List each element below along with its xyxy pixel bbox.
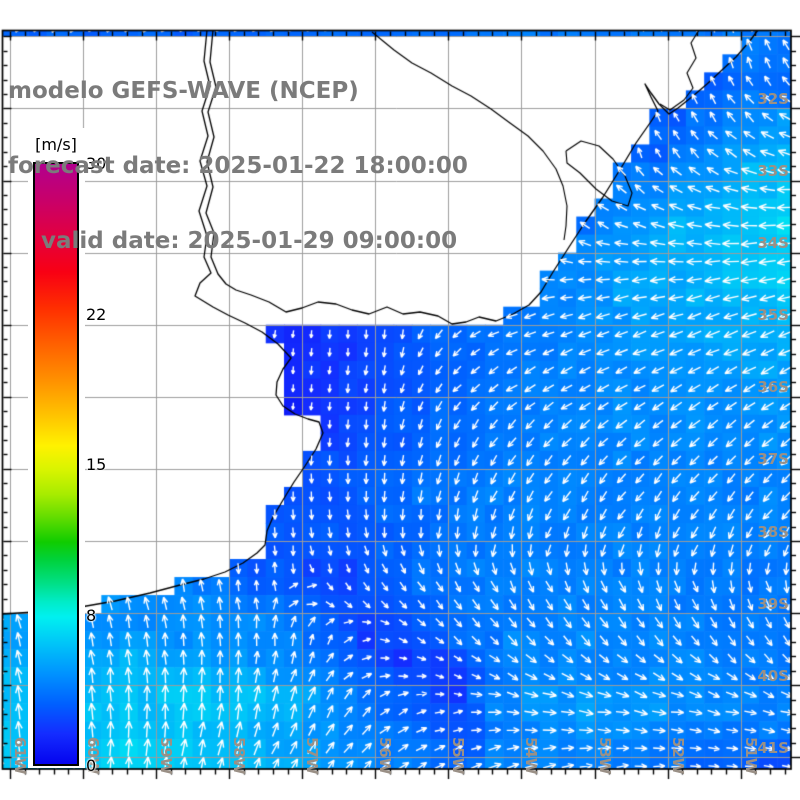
lat-label-34s: 34S (757, 234, 789, 253)
colorbar-tick-label-0: 0 (86, 756, 97, 775)
plot-title-block: modelo GEFS-WAVE (NCEP) forecast date: 2… (8, 29, 468, 304)
lat-label-39s: 39S (757, 594, 789, 613)
colorbar-gradient (33, 162, 79, 766)
lon-label-54w: 54W (522, 737, 541, 775)
lat-label-41s: 41S (757, 738, 789, 757)
lat-label-37s: 37S (757, 450, 789, 469)
colorbar: [m/s] (28, 128, 85, 768)
lat-label-33s: 33S (757, 162, 789, 180)
lat-label-36s: 36S (757, 378, 789, 397)
colorbar-tick-label-30: 30 (86, 154, 107, 173)
lon-label-61w: 61W (11, 737, 29, 775)
lat-label-32s: 32S (757, 89, 789, 108)
colorbar-tick-label-8: 8 (86, 605, 97, 625)
lat-label-40s: 40S (757, 666, 789, 685)
lon-label-55w: 55W (449, 737, 468, 775)
lon-label-58w: 58W (230, 737, 249, 775)
colorbar-tick-label-15: 15 (86, 455, 107, 474)
lat-label-38s: 38S (757, 522, 789, 541)
lon-label-59w: 59W (157, 737, 176, 775)
colorbar-unit-label: [m/s] (35, 135, 77, 154)
forecast-date: forecast date: 2025-01-22 18:00:00 (8, 153, 468, 179)
lon-label-56w: 56W (376, 737, 395, 775)
model-title: modelo GEFS-WAVE (NCEP) (8, 78, 359, 104)
valid-date: valid date: 2025-01-29 09:00:00 (41, 228, 458, 254)
lat-label-35s: 35S (757, 306, 789, 325)
colorbar-tick-label-22: 22 (86, 304, 107, 324)
lon-label-51w: 51W (741, 737, 760, 775)
lon-label-57w: 57W (303, 737, 322, 775)
lon-label-52w: 52W (668, 737, 687, 775)
lon-label-53w: 53W (595, 737, 614, 775)
